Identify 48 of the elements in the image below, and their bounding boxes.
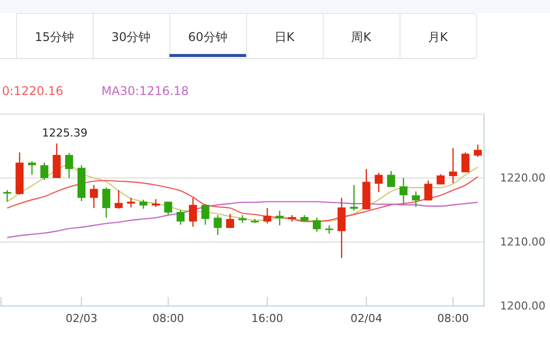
candlestick xyxy=(176,209,185,226)
candlestick xyxy=(90,184,98,209)
candlestick xyxy=(214,214,222,236)
x-tick-label: 02/03 xyxy=(66,312,98,325)
x-tick-label: 16:00 xyxy=(251,312,284,325)
y-tick-label: 1210.00 xyxy=(500,236,546,249)
candlestick xyxy=(424,180,432,201)
text: 30分钟 xyxy=(111,30,151,44)
candlestick xyxy=(188,197,197,228)
candlestick xyxy=(65,152,74,179)
candlestick xyxy=(3,190,12,202)
x-tick-label: 08:00 xyxy=(152,312,184,325)
candlestick xyxy=(114,190,123,210)
candlestick xyxy=(276,210,284,226)
candlestick xyxy=(387,170,396,188)
line-series xyxy=(6,201,478,238)
candlestick xyxy=(127,197,136,208)
y-tick-label: 1220.00 xyxy=(500,172,546,185)
candlestick xyxy=(52,142,61,179)
candlestick xyxy=(152,198,160,208)
candlestick xyxy=(474,144,482,158)
candlestick xyxy=(28,160,36,176)
candlestick xyxy=(338,197,346,259)
candlestick xyxy=(449,147,458,184)
x-tick-label: 02/04 xyxy=(350,312,382,325)
text: MA30:1216.18 xyxy=(101,84,189,98)
text: 15分钟 xyxy=(34,30,74,44)
candlestick xyxy=(436,174,445,185)
candlestick xyxy=(201,204,210,226)
candlestick xyxy=(412,190,420,208)
text: 日K xyxy=(274,30,296,44)
annotation: 1225.39 xyxy=(42,126,88,140)
candlestick xyxy=(164,201,172,216)
candlestick xyxy=(312,217,321,232)
candlestick xyxy=(325,224,334,234)
text: 周K xyxy=(351,30,372,44)
y-tick-label: 1200.00 xyxy=(500,300,546,313)
candlestick xyxy=(263,207,272,224)
candlestick xyxy=(400,177,408,205)
candlestick xyxy=(374,172,383,193)
candlestick xyxy=(461,152,470,173)
text: 0:1220.16 xyxy=(2,84,64,98)
candlestick xyxy=(226,213,234,229)
x-tick-label: 08:00 xyxy=(437,312,469,325)
candlestick xyxy=(40,162,48,181)
text: 60分钟 xyxy=(188,30,228,44)
text: 月K xyxy=(428,30,449,44)
candlestick xyxy=(102,187,110,218)
